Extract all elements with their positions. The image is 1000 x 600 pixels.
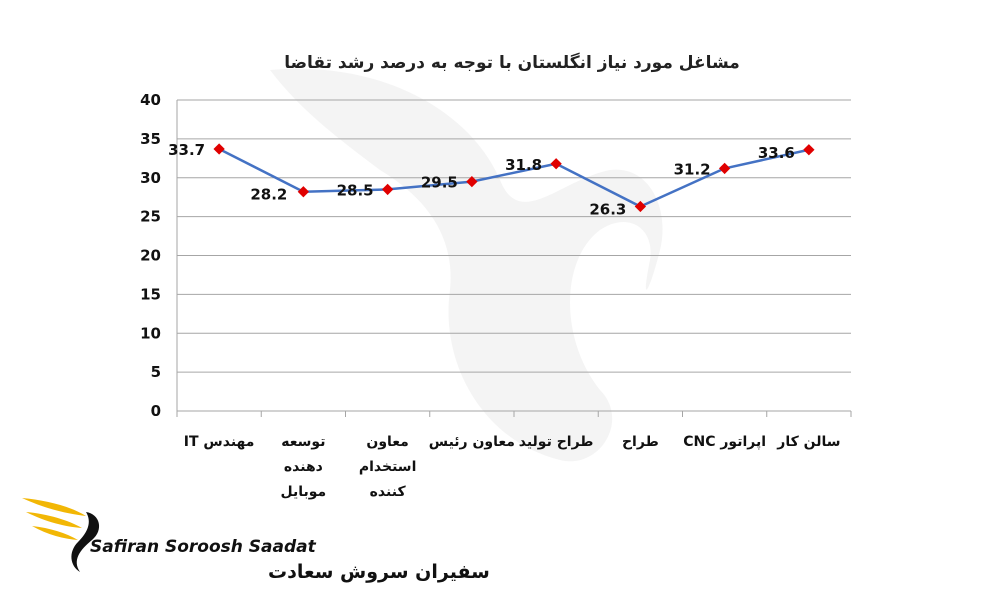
x-tick-label: توسعه bbox=[281, 434, 325, 450]
data-point bbox=[803, 144, 815, 156]
logo-feather bbox=[32, 526, 78, 540]
y-tick-label: 20 bbox=[140, 247, 161, 265]
x-tick-label: اپراتور CNC bbox=[683, 434, 766, 450]
x-tick-label: استخدام bbox=[359, 459, 417, 475]
y-tick-label: 15 bbox=[140, 285, 161, 303]
data-label: 33.7 bbox=[168, 141, 205, 159]
series: 33.7 28.2 28.5 29.5 31.8 26.3 31.2 33.6 bbox=[168, 141, 815, 219]
data-label: 31.2 bbox=[674, 160, 711, 178]
y-tick-label: 40 bbox=[140, 91, 161, 109]
data-point bbox=[466, 175, 478, 188]
data-label: 26.3 bbox=[589, 201, 626, 219]
data-label: 33.6 bbox=[758, 144, 795, 162]
logo-bird-neck bbox=[71, 512, 100, 572]
grid bbox=[177, 99, 851, 412]
logo-wing-icon bbox=[22, 498, 100, 572]
x-tick-label: دهنده bbox=[284, 459, 323, 475]
x-tick-label: طراح bbox=[622, 434, 659, 450]
y-tick-label: 0 bbox=[151, 402, 161, 420]
x-tick-label: مهندس IT bbox=[184, 434, 255, 450]
company-logo: Safiran Soroosh Saadat سفیران سروش سعادت bbox=[22, 498, 490, 583]
y-axis-ticks: 0 5 10 15 20 25 30 35 40 bbox=[140, 91, 161, 420]
x-tick-label: سالن کار bbox=[776, 434, 840, 450]
data-point bbox=[634, 200, 647, 213]
data-label: 29.5 bbox=[421, 174, 458, 192]
x-tick-label: معاون رئیس bbox=[429, 434, 515, 450]
y-tick-label: 5 bbox=[151, 363, 161, 381]
logo-name-fa: سفیران سروش سعادت bbox=[268, 561, 490, 583]
data-point bbox=[550, 158, 562, 170]
data-label: 28.5 bbox=[337, 181, 374, 199]
logo-feather bbox=[22, 498, 86, 516]
data-label: 28.2 bbox=[250, 186, 287, 204]
x-axis bbox=[176, 100, 852, 417]
y-tick-label: 25 bbox=[140, 208, 161, 226]
x-tick-label: طراح تولید bbox=[519, 434, 594, 450]
x-tick-label: کننده bbox=[370, 484, 407, 500]
logo-name-en: Safiran Soroosh Saadat bbox=[90, 537, 317, 557]
logo-feather bbox=[26, 512, 82, 528]
watermark-bird bbox=[270, 68, 663, 462]
y-tick-label: 35 bbox=[140, 130, 161, 148]
data-point bbox=[213, 143, 225, 155]
data-point bbox=[297, 186, 310, 198]
series-line bbox=[218, 147, 810, 208]
x-tick-labels: مهندس IT توسعه دهنده موبایل معاون استخدام کنند… bbox=[184, 434, 841, 500]
data-point bbox=[718, 162, 731, 175]
y-tick-label: 30 bbox=[140, 169, 161, 187]
data-label: 31.8 bbox=[505, 156, 542, 174]
data-point bbox=[381, 183, 394, 196]
y-tick-label: 10 bbox=[140, 324, 161, 342]
x-tick-label: معاون bbox=[366, 434, 408, 450]
x-tick-label: موبایل bbox=[281, 484, 327, 500]
chart-title: مشاغل مورد نیاز انگلستان با توجه به درصد… bbox=[284, 52, 740, 73]
